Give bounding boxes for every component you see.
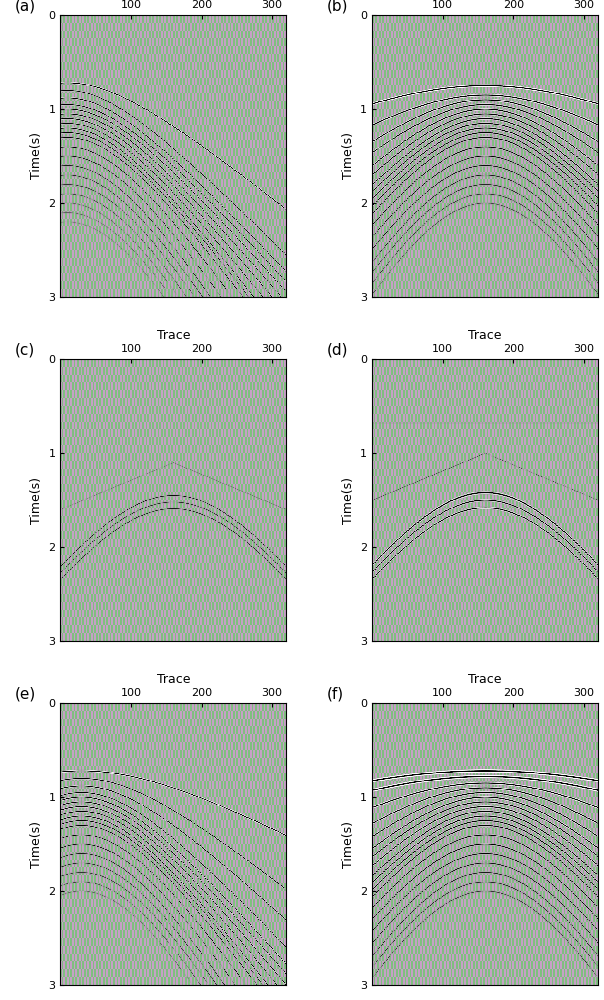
Y-axis label: Time(s): Time(s) (341, 821, 355, 868)
Y-axis label: Time(s): Time(s) (30, 477, 43, 524)
Text: (d): (d) (327, 342, 349, 357)
X-axis label: Trace: Trace (468, 329, 502, 342)
Y-axis label: Time(s): Time(s) (30, 132, 43, 179)
X-axis label: Trace: Trace (156, 673, 190, 686)
Text: (e): (e) (15, 686, 36, 701)
Text: (a): (a) (15, 0, 36, 13)
Y-axis label: Time(s): Time(s) (341, 132, 355, 179)
X-axis label: Trace: Trace (468, 673, 502, 686)
Text: (c): (c) (15, 342, 36, 357)
Text: (f): (f) (327, 686, 344, 701)
Y-axis label: Time(s): Time(s) (30, 821, 43, 868)
Text: (b): (b) (327, 0, 349, 13)
Y-axis label: Time(s): Time(s) (341, 477, 355, 524)
X-axis label: Trace: Trace (156, 329, 190, 342)
